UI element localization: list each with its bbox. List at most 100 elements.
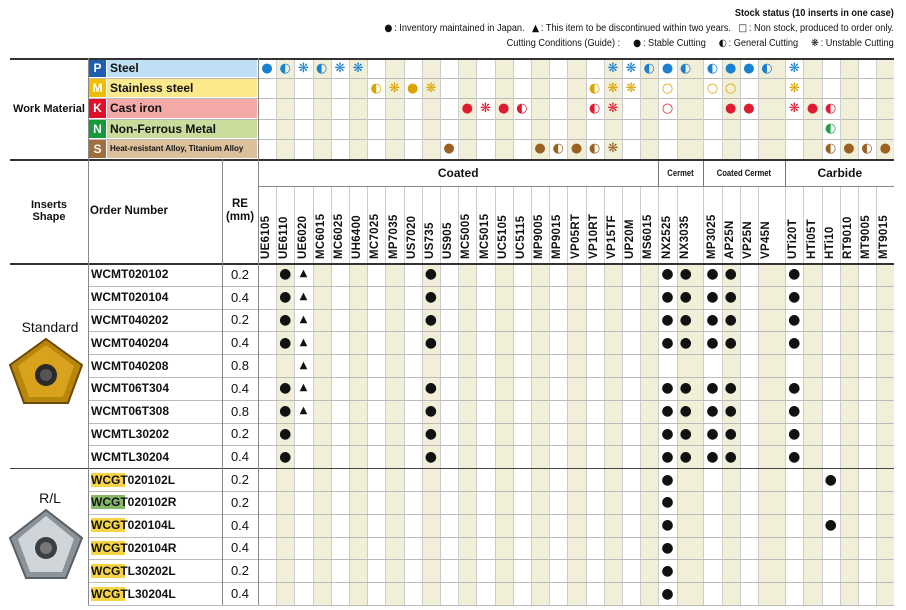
cutting-condition: ● <box>407 80 419 96</box>
grade-name: MP9015 <box>551 214 564 259</box>
stock-legend-label: : Inventory maintained in Japan. <box>394 23 525 34</box>
group-name: Coated Cermet <box>717 167 772 178</box>
column-line <box>349 58 350 159</box>
column-stripe <box>758 263 786 605</box>
cutting-legend-symbol: ◐ <box>718 38 728 49</box>
grade-name: UH6400 <box>351 215 364 259</box>
column-line <box>658 58 660 159</box>
grade-name: MC6025 <box>332 213 345 259</box>
stock-mark: ● <box>279 448 292 465</box>
cutting-condition: ❋ <box>788 100 800 116</box>
header-line <box>258 186 895 187</box>
stock-mark: ● <box>724 425 737 442</box>
cutting-condition: ○ <box>706 80 719 96</box>
frame-line <box>10 58 895 60</box>
re-header-line: RE <box>232 198 248 211</box>
section-line <box>10 468 895 470</box>
column-line <box>858 58 859 159</box>
re-value: 0.2 <box>230 426 250 442</box>
frame-vline <box>258 159 259 605</box>
order-cell: WCGTL30204L <box>88 582 222 605</box>
stock-legend-symbol: ● <box>384 23 393 34</box>
column-stripe <box>349 58 368 159</box>
material-letter: K <box>89 99 106 118</box>
stock-mark: ● <box>279 380 292 397</box>
section-name: R/L <box>39 490 61 507</box>
column-line <box>549 58 551 159</box>
column-line <box>739 58 741 159</box>
stock-mark: ● <box>679 334 692 351</box>
column-stripe <box>567 263 586 605</box>
re-value: 0.4 <box>230 517 250 533</box>
stock-mark: ● <box>788 403 801 420</box>
stock-mark: ● <box>824 517 837 534</box>
stock-legend-item: □: Non stock, produced to order only. <box>738 23 894 34</box>
cutting-condition: ◐ <box>589 100 601 116</box>
cutting-condition: ❋ <box>607 100 619 116</box>
cutting-legend-item: ◐: General Cutting <box>719 38 798 49</box>
re-value: 0.2 <box>230 312 250 328</box>
stock-title-text: Stock status (10 inserts in one case) <box>734 8 894 19</box>
stock-mark: ● <box>724 311 737 328</box>
column-line <box>294 186 296 605</box>
stock-mark: ▲ <box>299 359 308 371</box>
stock-mark: ● <box>706 311 719 328</box>
row-line <box>88 422 895 424</box>
stock-mark: ● <box>724 334 737 351</box>
column-line <box>640 58 642 159</box>
cutting-condition: ● <box>570 141 583 157</box>
row-line <box>88 582 895 584</box>
order-cell: WCMT040204 <box>88 331 222 354</box>
column-stripe <box>758 58 786 159</box>
cutting-condition: ● <box>725 60 737 76</box>
row-line <box>88 285 895 287</box>
material-name: Steel <box>107 59 257 78</box>
re-value: 0.4 <box>230 586 250 602</box>
stock-mark: ▲ <box>299 336 308 348</box>
column-line <box>676 58 678 159</box>
stock-mark: ● <box>424 448 437 465</box>
column-line <box>658 186 660 605</box>
cutting-condition: ◐ <box>825 121 837 137</box>
row-line <box>88 491 895 492</box>
column-stripe <box>721 263 740 605</box>
re-header-line: (mm) <box>225 211 255 223</box>
stock-mark: ● <box>706 448 719 465</box>
stock-mark: ● <box>788 334 801 351</box>
row-line <box>88 399 895 401</box>
cutting-condition: ● <box>661 60 674 76</box>
cutting-condition: ❋ <box>389 80 400 96</box>
stock-legend-label: : This item to be discontinued within tw… <box>540 23 732 34</box>
column-stripe <box>531 58 550 159</box>
order-number: WCMT020104 <box>91 290 169 305</box>
grade-name: MC5015 <box>478 213 491 259</box>
stock-mark: ● <box>661 403 674 420</box>
cutting-condition: ❋ <box>425 80 437 96</box>
column-stripe <box>803 58 822 159</box>
column-stripe <box>721 58 740 159</box>
stock-legend-symbol: ▲ <box>532 23 540 34</box>
stock-mark: ● <box>824 471 837 488</box>
column-line <box>703 186 705 605</box>
column-stripe <box>385 58 404 159</box>
cutting-condition: ◐ <box>279 60 291 76</box>
group-name: Cermet <box>667 167 695 178</box>
re-value: 0.4 <box>230 289 250 305</box>
grade-name: VP05RT <box>569 213 582 259</box>
cutting-condition: ○ <box>725 80 737 96</box>
row-line <box>88 559 895 561</box>
cutting-legend: Cutting Conditions (Guide) : ●: Stable Cu… <box>500 38 894 49</box>
grade-name: NX3035 <box>678 215 691 259</box>
column-line <box>403 58 405 159</box>
grade-name: HTi10 <box>823 226 836 259</box>
stock-mark: ● <box>661 289 674 306</box>
column-line <box>294 58 296 159</box>
stock-mark: ● <box>279 289 292 306</box>
cutting-condition: ◐ <box>825 141 837 157</box>
column-line <box>758 58 759 159</box>
cutting-legend-label: : Unstable Cutting <box>820 38 894 49</box>
column-line <box>421 186 423 605</box>
stock-mark: ● <box>661 562 674 579</box>
column-line <box>585 58 587 159</box>
column-stripe <box>276 263 295 605</box>
